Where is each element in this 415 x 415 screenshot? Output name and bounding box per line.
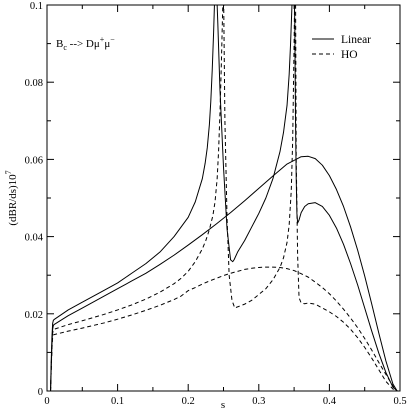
- x-axis-label: s: [221, 399, 225, 411]
- legend-label-linear: Linear: [341, 34, 371, 46]
- series-layer: [50, 5, 398, 391]
- y-axis: 0 0.02 0.04 0.06 0.08 0.1: [25, 1, 400, 398]
- annotation-mu2: μ: [104, 38, 110, 50]
- y-axis-label: (dBR/ds)107: [4, 170, 19, 225]
- y-tick-label: 0: [38, 387, 43, 398]
- series-line-2: [50, 266, 398, 391]
- process-annotation: Bc --> Dμ+μ−: [56, 35, 115, 52]
- x-tick-label: 0: [44, 396, 49, 407]
- x-tick-label: 0.4: [323, 396, 337, 407]
- x-axis: 0 0.1 0.2 0.3 0.4 0.5: [44, 5, 407, 407]
- x-tick-label: 0.5: [393, 396, 406, 407]
- plot-frame: [46, 4, 401, 392]
- svg-text:(dBR/ds)107: (dBR/ds)107: [4, 170, 19, 225]
- x-tick-label: 0.3: [252, 396, 265, 407]
- x-tick-label: 0.1: [111, 396, 124, 407]
- y-tick-label: 0.06: [25, 155, 43, 166]
- annotation-arrow: --> D: [67, 38, 94, 50]
- y-tick-label: 0.08: [25, 78, 43, 89]
- x-tick-label: 0.2: [182, 396, 195, 407]
- annotation-base: B: [56, 38, 63, 50]
- y-axis-label-exponent: 7: [4, 170, 13, 174]
- annotation-sup2: −: [110, 35, 115, 44]
- annotation-mu1: μ: [94, 38, 100, 50]
- y-axis-label-text: (dBR/ds)10: [7, 174, 19, 226]
- y-tick-label: 0.02: [25, 310, 43, 321]
- annotation-sup1: +: [100, 35, 105, 44]
- series-line-3: [50, 5, 398, 391]
- y-tick-label: 0.04: [25, 233, 44, 244]
- series-line-1: [50, 5, 398, 391]
- annotation-base-sub: c: [63, 43, 67, 52]
- legend: Linear HO: [312, 34, 371, 61]
- series-line-0: [50, 155, 398, 391]
- y-tick-label: 0.1: [30, 1, 43, 12]
- legend-label-ho: HO: [341, 49, 358, 61]
